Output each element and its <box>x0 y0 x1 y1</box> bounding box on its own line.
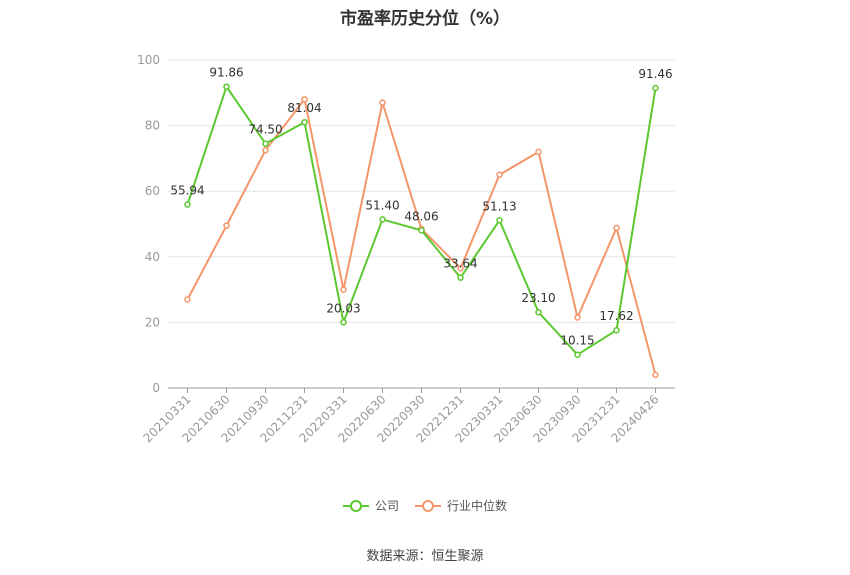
source-note: 数据来源：恒生聚源 <box>366 549 484 564</box>
data-point <box>379 216 386 223</box>
y-tick-label: 60 <box>145 184 160 198</box>
data-point <box>652 84 659 92</box>
data-point <box>340 319 347 326</box>
data-point <box>457 265 464 272</box>
data-label: 17.62 <box>599 309 633 323</box>
data-label: 20.03 <box>326 301 360 315</box>
data-labels: 55.94 91.86 74.50 81.04 20.03 51.40 48.06 33.64… <box>170 66 672 348</box>
legend-item[interactable]: 行业中位数 <box>415 497 507 514</box>
data-label: 33.64 <box>443 257 477 271</box>
data-point <box>535 308 542 316</box>
data-point <box>574 351 581 358</box>
data-point <box>184 296 191 303</box>
data-point <box>457 274 464 281</box>
data-label: 51.40 <box>365 198 399 212</box>
data-point <box>535 148 542 156</box>
series-lines <box>184 83 659 379</box>
y-tick-label: 80 <box>145 119 160 133</box>
y-tick-label: 100 <box>137 53 160 67</box>
y-tick-label: 20 <box>145 315 160 329</box>
legend-label: 公司 <box>374 499 399 513</box>
data-point <box>301 96 308 103</box>
data-label: 51.13 <box>482 199 516 213</box>
data-label: 81.04 <box>287 101 321 115</box>
data-point <box>340 286 347 293</box>
grid-lines <box>168 59 675 323</box>
data-point <box>223 83 230 90</box>
legend-swatch <box>342 499 369 512</box>
legend-swatch <box>415 499 441 512</box>
data-label: 55.94 <box>170 184 204 198</box>
data-point <box>496 217 503 224</box>
data-label: 91.86 <box>209 66 243 80</box>
data-point <box>223 222 230 229</box>
data-point <box>652 371 659 379</box>
data-point <box>418 227 425 234</box>
data-label: 23.10 <box>521 291 555 305</box>
data-point <box>613 224 620 232</box>
data-point <box>379 99 386 106</box>
legend-label: 行业中位数 <box>447 499 508 513</box>
data-label: 10.15 <box>560 334 594 348</box>
data-point <box>262 140 269 147</box>
data-point <box>262 146 269 154</box>
legend: 公司 行业中位数 <box>0 497 850 514</box>
data-point <box>301 118 308 126</box>
chart-title: 市盈率历史分位（%） <box>339 9 511 29</box>
data-label: 48.06 <box>404 209 438 223</box>
data-point <box>613 326 620 334</box>
data-point <box>496 171 503 179</box>
legend-item[interactable]: 公司 <box>342 497 399 514</box>
data-point <box>574 314 581 321</box>
y-tick-label: 40 <box>145 250 160 264</box>
data-label: 74.50 <box>248 123 282 137</box>
data-point <box>184 201 191 208</box>
y-tick-label: 0 <box>152 381 160 395</box>
data-label: 91.46 <box>638 67 672 81</box>
